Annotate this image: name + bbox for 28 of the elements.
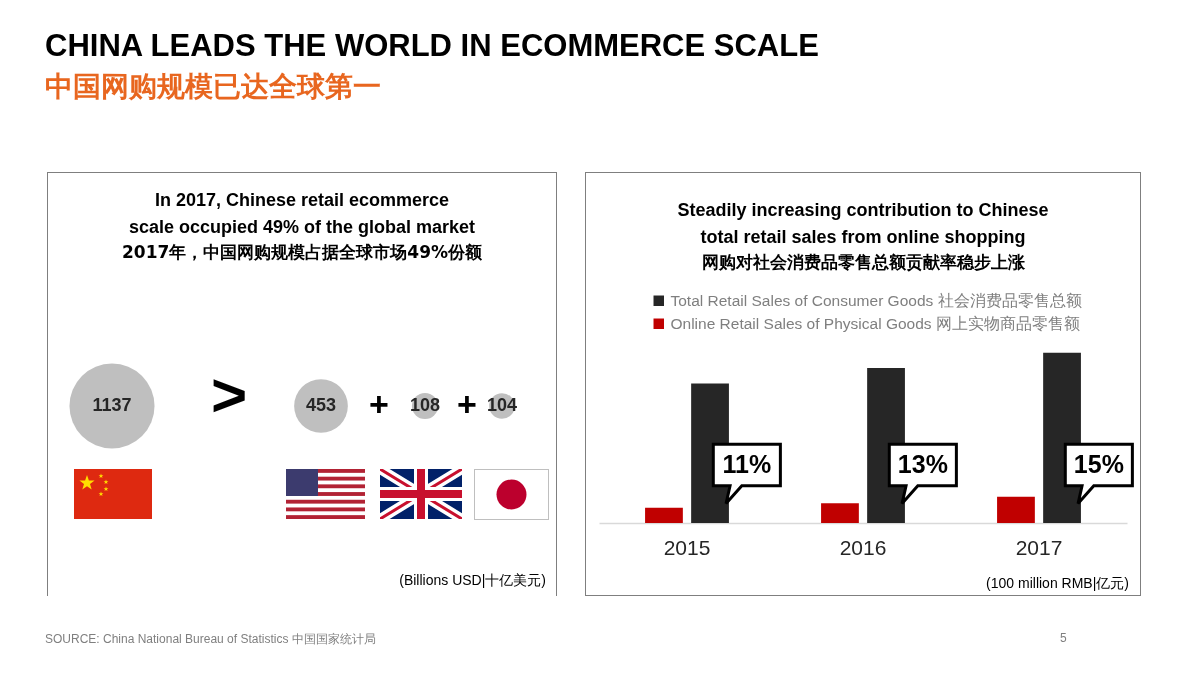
annotation: 15% <box>1073 450 1124 478</box>
legend-label: Total Retail Sales of Consumer Goods 社会消费品零售总额 <box>670 291 1082 309</box>
text: 中国网购规模已达全球第一 <box>45 69 381 105</box>
annotation: 13% <box>897 450 948 478</box>
text: (100 million RMB|亿元) <box>986 575 1129 591</box>
x-tick-label: 2017 <box>1015 535 1063 559</box>
text: CHINA LEADS THE WORLD IN ECOMMERCE SCALE <box>45 28 819 64</box>
text: 2017年，中国网购规模占据全球市场49%份额 <box>121 242 483 262</box>
chart-subtitle: 网购对社会消费品零售总额贡献率稳步上涨 <box>701 252 1026 272</box>
bar <box>645 507 683 523</box>
chart-title: Steadily increasing contribution to Chinese total retail sales from online shopping <box>677 200 1049 247</box>
data-label: 104 <box>486 395 518 415</box>
annotation: 11% <box>722 450 772 478</box>
source-note: SOURCE: China National Bureau of Statistics 中国国家统计局 <box>45 631 376 648</box>
data-label: 1137 <box>92 395 132 415</box>
text: 5 <box>1060 631 1067 645</box>
text: + <box>369 385 389 423</box>
text: In 2017, Chinese retail ecommerce scale occupied 49% of the global market <box>128 190 476 237</box>
data-label: 108 <box>409 395 441 415</box>
legend-label: Online Retail Sales of Physical Goods 网上实物商品零售额 <box>670 314 1080 332</box>
x-tick-label: 2016 <box>839 535 887 559</box>
bar <box>821 503 859 523</box>
data-label: 453 <box>305 395 337 415</box>
text: + <box>457 385 477 423</box>
text: (Billions USD|十亿美元) <box>399 572 546 588</box>
bar <box>997 496 1035 523</box>
x-tick-label: 2015 <box>663 535 711 559</box>
text: > <box>210 360 248 429</box>
